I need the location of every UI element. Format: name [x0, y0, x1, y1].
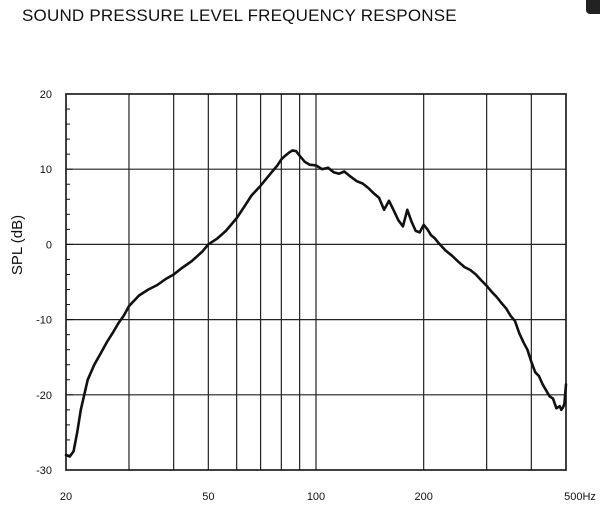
y-tick-label: -20 — [36, 390, 52, 402]
y-tick-label: 10 — [40, 164, 52, 176]
corner-mark — [586, 0, 600, 14]
plot-frame — [65, 93, 567, 471]
series — [64, 149, 568, 458]
y-axis-label: SPL (dB) — [9, 215, 26, 275]
y-tick-label: 0 — [46, 239, 52, 251]
x-tick-label: 20 — [60, 491, 72, 503]
chart-title: SOUND PRESSURE LEVEL FREQUENCY RESPONSE — [22, 6, 457, 25]
x-tick-label: 50 — [202, 491, 214, 503]
axes — [65, 93, 567, 471]
grid — [66, 94, 566, 470]
y-tick-label: 20 — [40, 89, 52, 101]
x-tick-label: 100 — [307, 491, 325, 503]
y-tick-label: -30 — [36, 465, 52, 477]
y-tick-label: -10 — [36, 315, 52, 327]
x-tick-label: 200 — [414, 491, 432, 503]
tick-labels: -30 -20 -10 0 10 20 20 50 100 200 500Hz — [36, 89, 596, 503]
x-tick-label: 500Hz — [564, 491, 596, 503]
spl-response-line — [64, 149, 568, 458]
